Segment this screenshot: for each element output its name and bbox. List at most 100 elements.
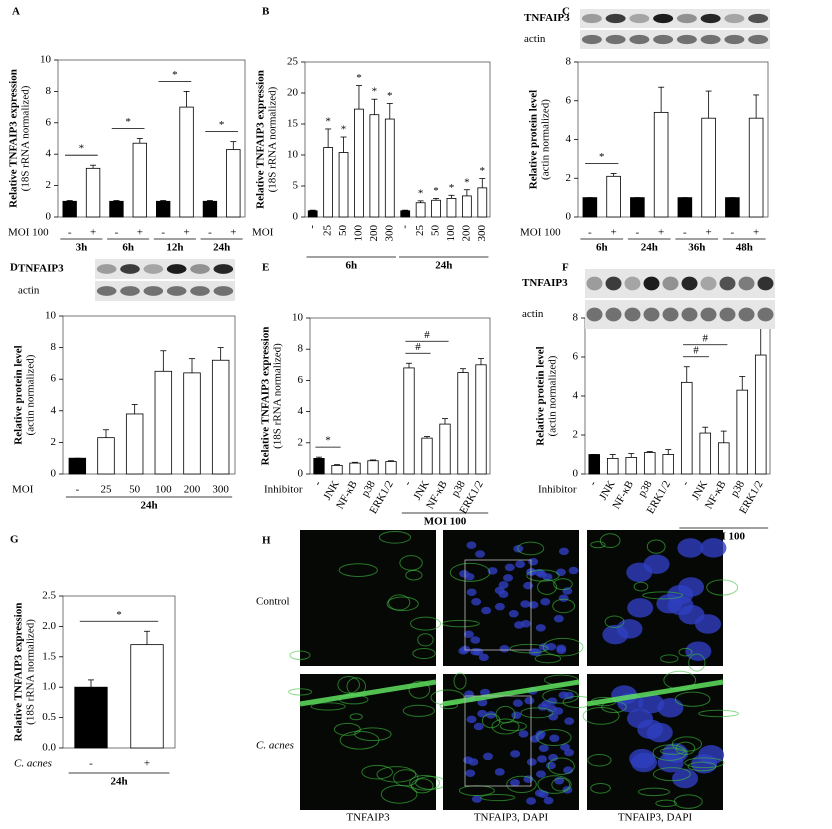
y-tick-label: 4 [566, 133, 572, 145]
x-tick-label: 200 [460, 225, 472, 242]
green-signal [378, 531, 412, 544]
significance-mark: * [116, 609, 122, 621]
bar [446, 197, 457, 218]
bar [717, 442, 730, 475]
blot-band [676, 34, 697, 45]
y-tick-label: 6 [298, 374, 304, 386]
green-signal [655, 799, 677, 808]
bar [125, 413, 144, 475]
nucleus [691, 753, 718, 774]
bar [156, 200, 171, 218]
green-signal [542, 688, 579, 704]
blot-band [748, 34, 769, 45]
blot-band [586, 276, 603, 291]
y-axis-label: Relative protein level [535, 346, 547, 445]
nucleus [646, 722, 673, 743]
nucleus [626, 562, 653, 583]
bar [431, 199, 441, 218]
green-signal [652, 744, 687, 761]
nucleus [504, 563, 515, 572]
significance-mark: * [480, 165, 486, 177]
y-tick-label: 1.0 [42, 681, 56, 693]
nucleus [678, 604, 705, 625]
nucleus [542, 573, 553, 581]
nucleus [638, 693, 665, 714]
bar [132, 142, 147, 218]
nucleus [520, 600, 531, 608]
y-tick-label: 0 [46, 211, 52, 223]
nucleus [503, 574, 514, 582]
x-tick-label: 50 [337, 225, 349, 237]
bar [97, 437, 115, 475]
blot-band [676, 13, 697, 24]
green-signal [289, 650, 311, 660]
green-signal [590, 541, 606, 549]
green-signal [671, 736, 703, 752]
blot-band [738, 307, 755, 322]
blot-band [757, 307, 774, 322]
nucleus [466, 588, 477, 596]
green-signal [449, 562, 491, 582]
nucleus [700, 538, 727, 558]
green-signal [684, 757, 725, 769]
column-label: TNFAIP3 [346, 812, 390, 824]
nucleus [540, 598, 551, 606]
x-tick-label: - [679, 478, 691, 487]
bar [754, 354, 767, 475]
green-signal [408, 680, 431, 699]
nucleus [477, 709, 488, 718]
blot-band [681, 307, 698, 322]
bar [457, 372, 469, 475]
green-signal [642, 591, 684, 600]
blot-band [700, 34, 721, 45]
bar [415, 202, 426, 218]
nucleus [518, 730, 529, 738]
x-tick-label: - [399, 225, 411, 229]
bar [202, 200, 218, 218]
y-tick-label: 4 [298, 405, 304, 417]
y-tick-label: 2 [573, 429, 579, 441]
nucleus [560, 743, 571, 751]
micrograph [430, 672, 594, 810]
micrograph-bg [300, 530, 436, 666]
blot-label: TNFAIP3 [524, 12, 570, 24]
x-tick-label: - [208, 227, 212, 239]
x-tick-label: 100 [445, 225, 457, 242]
y-tick-label: 6 [51, 373, 57, 385]
nucleus [524, 696, 535, 705]
y-tick-label: 8 [566, 56, 572, 68]
green-signal [506, 775, 537, 794]
blot-band [643, 307, 660, 322]
zoom-box [464, 695, 532, 787]
nucleus [466, 715, 477, 724]
blot-band [719, 276, 736, 291]
column-label: TNFAIP3, DAPI [618, 812, 693, 824]
x-tick-label: - [306, 225, 318, 229]
bar [725, 197, 740, 218]
y-tick-label: 4 [573, 390, 579, 402]
panel-letter: G [10, 534, 19, 546]
x-tick-label: 25 [101, 484, 113, 496]
green-signal [354, 727, 392, 742]
group-label: 36h [688, 242, 705, 254]
row-label: MOI [252, 227, 274, 239]
green-signal [380, 784, 418, 804]
bar [699, 432, 712, 475]
row-label: Inhibitor [264, 484, 303, 496]
group-label: 48h [736, 242, 753, 254]
blot-band [143, 264, 164, 274]
y-tick-label: 0 [51, 468, 57, 480]
blot-band [190, 286, 210, 296]
group-label: MOI 100 [424, 516, 467, 528]
green-signal [338, 563, 378, 577]
nucleus [549, 734, 560, 743]
nucleus [627, 598, 654, 618]
green-signal [386, 596, 419, 612]
green-signal [646, 539, 666, 554]
bar [606, 175, 621, 218]
green-signal [441, 619, 480, 628]
green-band [299, 679, 437, 707]
bar [439, 423, 451, 475]
bar [643, 452, 656, 475]
nucleus [477, 698, 488, 707]
